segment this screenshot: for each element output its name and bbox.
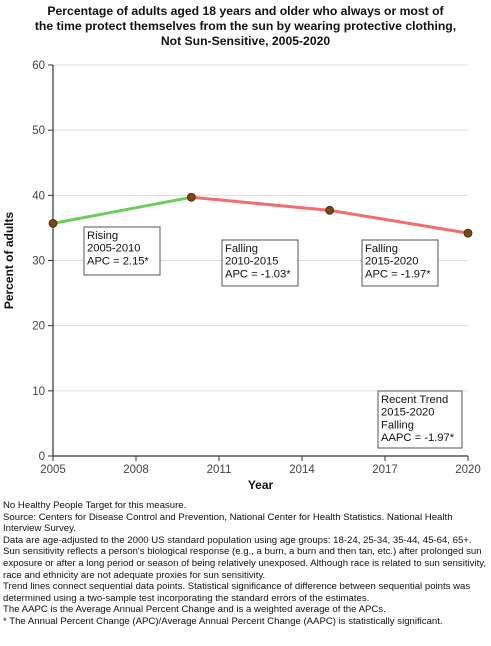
x-tick-label: 2014	[289, 464, 315, 476]
x-tick-label: 2020	[455, 464, 481, 476]
data-point	[325, 205, 335, 215]
chart-title: Percentage of adults aged 18 years and o…	[0, 4, 491, 49]
y-tick-label: 0	[39, 451, 45, 463]
y-tick-label: 20	[32, 321, 45, 333]
axes	[48, 64, 469, 461]
annotation-line: 2005-2010	[87, 243, 141, 255]
trend-segment-falling	[189, 195, 332, 212]
annotation-box	[361, 239, 439, 287]
annotation-line: APC = -1.03*	[225, 268, 291, 280]
y-tick-label: 10	[32, 386, 45, 398]
title-line: Not Sun-Sensitive, 2005-2020	[160, 34, 331, 48]
annotation-line: 2015-2020	[365, 256, 419, 268]
data-point	[186, 192, 196, 202]
footnote-target: No Healthy People Target for this measur…	[3, 500, 187, 511]
footnotes: No Healthy People Target for this measur…	[3, 500, 489, 628]
data-points	[48, 192, 473, 238]
y-tick-labels: 0 10 20 30 40 50 60	[32, 60, 45, 463]
x-axis-label: Year	[248, 478, 274, 492]
annotation-box	[83, 226, 161, 276]
annotation-line: AAPC = -1.97*	[381, 432, 455, 444]
footnote-source: Source: Centers for Disease Control and …	[3, 511, 453, 535]
data-point	[48, 218, 58, 228]
annotation-line: APC = 2.15*	[87, 255, 150, 267]
line-chart: 0 10 20 30 40 50 60 2005 2008 2011 2014 2017 2020 Y…	[2, 60, 481, 492]
x-tick-label: 2017	[372, 464, 398, 476]
footnote-age-adjusted: Data are age-adjusted to the 2000 US sta…	[3, 534, 472, 546]
x-tick-label: 2008	[123, 464, 149, 476]
annotation-line: APC = -1.97*	[365, 268, 431, 280]
x-tick-labels: 2005 2008 2011 2014 2017 2020	[40, 464, 481, 476]
grid-lines	[53, 64, 468, 392]
title-line: Percentage of adults aged 18 years and o…	[47, 4, 444, 18]
annotation-line: 2010-2015	[225, 256, 279, 268]
title-line: the time protect themselves from the sun…	[34, 19, 457, 33]
y-tick-label: 40	[32, 190, 45, 202]
trend-segment-falling	[328, 208, 470, 235]
footnote-trend-lines: Trend lines connect sequential data poin…	[3, 581, 471, 604]
y-tick-label: 50	[32, 125, 45, 137]
annotation-box	[377, 390, 463, 449]
annotation-line: Recent Trend	[381, 394, 448, 406]
y-tick-label: 60	[32, 60, 45, 72]
footnote-sun-sensitivity: Sun sensitivity reflects a person's biol…	[3, 546, 486, 581]
annotation-line: Rising	[87, 230, 118, 242]
annotation-line: 2015-2020	[381, 407, 435, 419]
annotation-box	[221, 239, 299, 287]
footnote-significance: * The Annual Percent Change (APC)/Averag…	[3, 615, 443, 627]
trend-segments	[51, 195, 470, 235]
annotation-line: Falling	[381, 419, 414, 431]
trend-segment-rising	[51, 195, 193, 225]
x-tick-label: 2011	[207, 464, 232, 476]
footnote-aapc: The AAPC is the Average Annual Percent C…	[3, 604, 386, 616]
y-axis-label: Percent of adults	[2, 212, 16, 310]
x-tick-label: 2005	[40, 464, 66, 476]
y-tick-label: 30	[32, 256, 45, 268]
annotation-line: Falling	[225, 243, 258, 255]
annotation-line: Falling	[365, 243, 398, 255]
data-point	[463, 228, 473, 238]
